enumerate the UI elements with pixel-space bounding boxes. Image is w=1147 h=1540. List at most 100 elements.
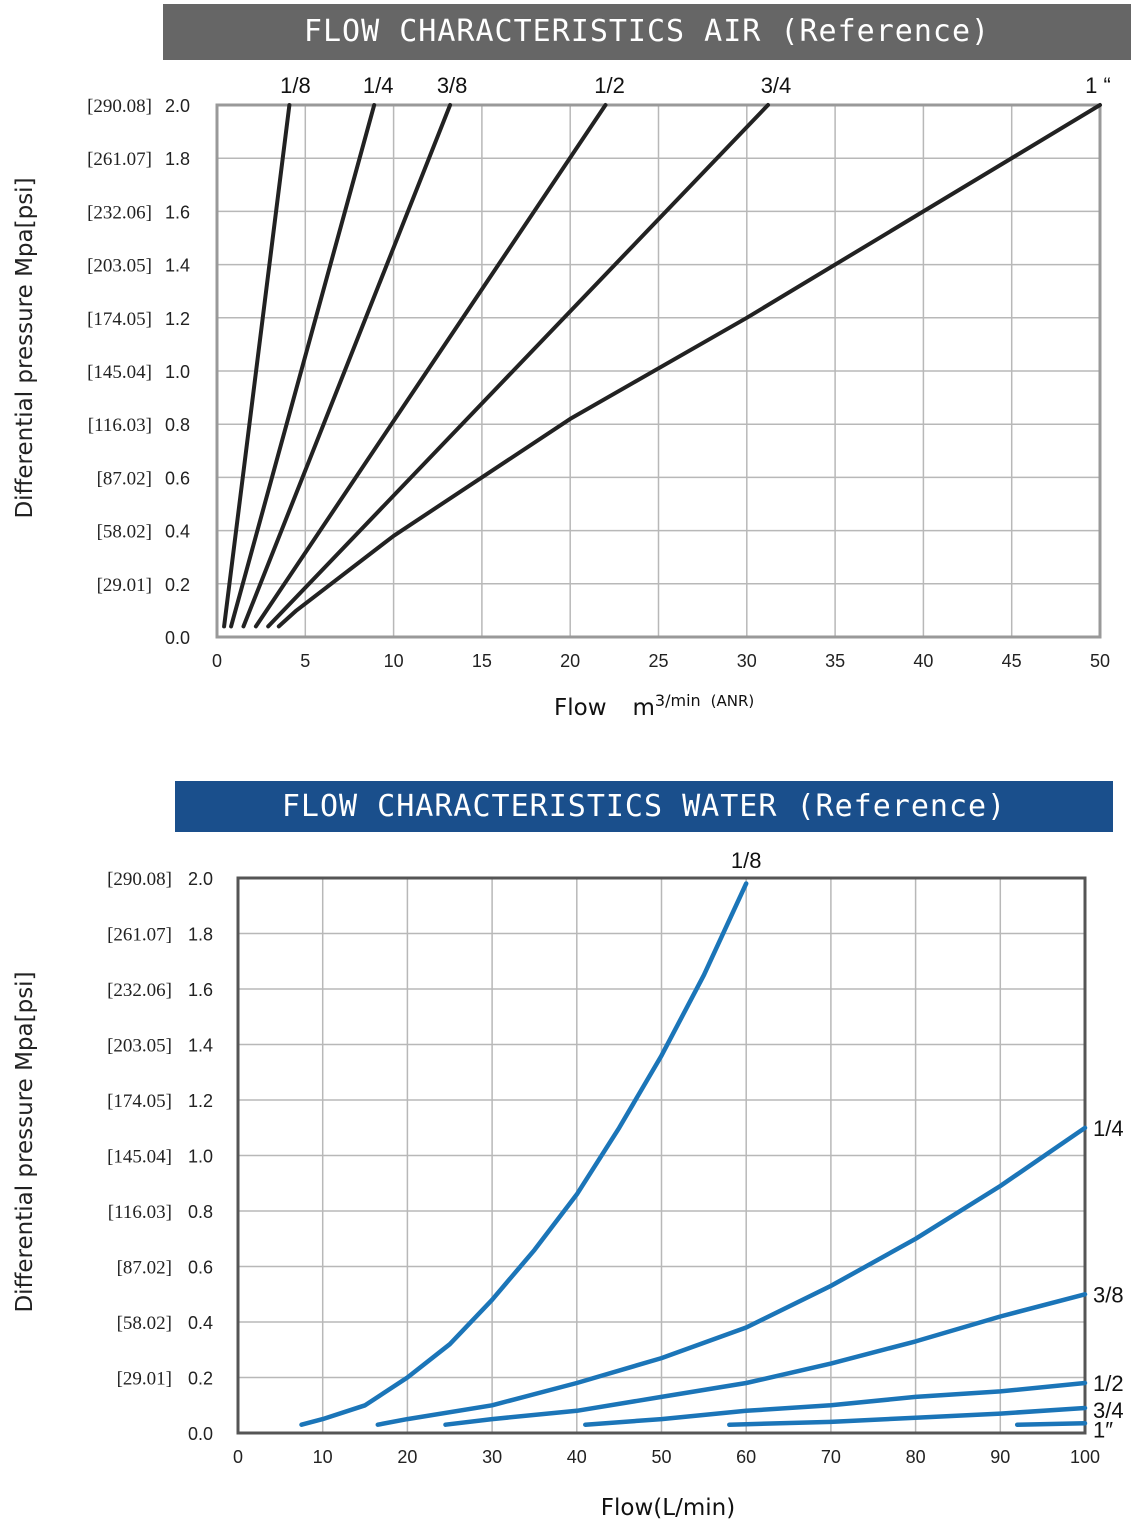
- series-label: 1/4: [1093, 1116, 1124, 1141]
- y-tick-label-psi: [203.05]: [107, 1036, 172, 1057]
- y-tick-label: 0.0: [165, 628, 190, 648]
- x-tick-label: 15: [472, 651, 492, 671]
- y-tick-label-psi: [203.05]: [87, 256, 152, 277]
- y-tick-label: 1.2: [188, 1091, 213, 1111]
- y-tick-label: 0.0: [188, 1424, 213, 1444]
- y-axis-title: Differential pressure Mpa[psi]: [12, 177, 38, 518]
- series-label: 1″: [1093, 1417, 1113, 1442]
- x-tick-label: 30: [737, 651, 757, 671]
- series-line-1-8: [222, 103, 292, 629]
- y-tick-label: 0.4: [165, 522, 190, 542]
- x-axis-unit-suffix: (ANR): [711, 692, 755, 710]
- y-axis-title: Differential pressure Mpa[psi]: [12, 971, 38, 1312]
- y-tick-label-psi: [116.03]: [108, 1202, 172, 1223]
- y-tick-label: 0.8: [188, 1202, 213, 1222]
- series-line-1-4: [375, 1125, 1088, 1427]
- x-tick-label: 25: [648, 651, 668, 671]
- y-tick-label-psi: [290.08]: [107, 869, 172, 890]
- x-tick-label: 20: [397, 1447, 417, 1467]
- y-tick-label-psi: [87.02]: [117, 1258, 172, 1279]
- water-chart: FLOW CHARACTERISTICS WATER (Reference) 0…: [0, 775, 1147, 1540]
- x-tick-label: 10: [313, 1447, 333, 1467]
- series-line-3-8: [241, 103, 453, 629]
- series-label: 3/8: [437, 73, 468, 98]
- series-label: 3/4: [1093, 1398, 1124, 1423]
- x-axis-unit-superscript: 3/min: [655, 691, 701, 710]
- y-tick-label-psi: [261.07]: [107, 925, 172, 946]
- series-label: 3/4: [761, 73, 792, 98]
- series-label: 3/8: [1093, 1282, 1124, 1307]
- y-tick-label-psi: [87.02]: [97, 468, 152, 489]
- x-axis-title-text: Flow: [554, 695, 607, 721]
- x-tick-label: 0: [212, 651, 222, 671]
- series-label: 1/2: [594, 73, 625, 98]
- series-label: 1/8: [731, 848, 762, 873]
- x-tick-label: 10: [384, 651, 404, 671]
- x-tick-label: 90: [990, 1447, 1010, 1467]
- x-tick-label: 50: [651, 1447, 671, 1467]
- x-tick-label: 50: [1090, 651, 1110, 671]
- x-tick-label: 40: [567, 1447, 587, 1467]
- series-line-1-2: [253, 103, 608, 629]
- x-tick-label: 40: [913, 651, 933, 671]
- y-tick-label: 0.6: [165, 468, 190, 488]
- y-tick-label: 1.6: [165, 202, 190, 222]
- x-axis-title: Flow m3/min (ANR): [554, 691, 754, 721]
- y-tick-label: 1.8: [165, 149, 190, 169]
- y-tick-label: 1.4: [165, 256, 190, 276]
- air-chart: FLOW CHARACTERISTICS AIR (Reference) 0 5 1…: [0, 0, 1147, 730]
- series-line-1-: [1014, 1421, 1088, 1427]
- series-label: 1/2: [1093, 1371, 1124, 1396]
- y-tick-label-psi: [145.04]: [107, 1147, 172, 1168]
- series-line-3-4: [266, 103, 770, 629]
- x-tick-label: 45: [1002, 651, 1022, 671]
- y-tick-label: 1.8: [188, 925, 213, 945]
- y-tick-label-psi: [290.08]: [87, 96, 152, 117]
- series-line-3-4: [727, 1405, 1088, 1427]
- y-tick-label-psi: [58.02]: [117, 1313, 172, 1334]
- x-axis-unit: m: [633, 695, 655, 721]
- water-chart-plot: 0 10 20 30 40 50 60 70 80 90 100 0.0 0.2 [29.01] 0.4 [5…: [12, 848, 1124, 1521]
- water-chart-title: FLOW CHARACTERISTICS WATER (Reference): [175, 781, 1113, 832]
- y-tick-label: 1.6: [188, 980, 213, 1000]
- series-line-1-8: [299, 881, 749, 1427]
- x-tick-label: 60: [736, 1447, 756, 1467]
- y-tick-label: 0.2: [165, 575, 190, 595]
- y-tick-label: 0.2: [188, 1369, 213, 1389]
- y-tick-label-psi: [232.06]: [87, 202, 152, 223]
- y-tick-label: 0.4: [188, 1313, 213, 1333]
- series-line-1--: [276, 103, 1102, 629]
- y-tick-label-psi: [261.07]: [87, 149, 152, 170]
- y-tick-label: 1.2: [165, 309, 190, 329]
- y-tick-label-psi: [232.06]: [107, 980, 172, 1001]
- series-label: 1/8: [280, 73, 311, 98]
- x-axis-title: Flow(L/min): [601, 1495, 735, 1521]
- y-tick-label: 1.0: [188, 1147, 213, 1167]
- series-line-1-2: [583, 1380, 1088, 1427]
- air-chart-plot: 0 5 10 15 20 25 30 35 40 45 50 0.0 0.2 [29.01] 0.4 [58.…: [12, 73, 1111, 721]
- plot-frame: [215, 103, 1102, 639]
- air-chart-title: FLOW CHARACTERISTICS AIR (Reference): [163, 4, 1131, 60]
- y-tick-label: 0.8: [165, 415, 190, 435]
- y-tick-label-psi: [58.02]: [97, 522, 152, 543]
- y-tick-label-psi: [145.04]: [87, 362, 152, 383]
- x-tick-label: 80: [906, 1447, 926, 1467]
- x-tick-label: 30: [482, 1447, 502, 1467]
- y-tick-label: 1.0: [165, 362, 190, 382]
- series-label: 1 “: [1085, 73, 1111, 98]
- y-tick-label-psi: [29.01]: [117, 1369, 172, 1390]
- y-tick-label-psi: [174.05]: [87, 309, 152, 330]
- y-tick-label-psi: [116.03]: [88, 415, 152, 436]
- x-tick-label: 100: [1070, 1447, 1100, 1467]
- plot-frame: [236, 876, 1087, 1435]
- y-tick-label: 2.0: [165, 96, 190, 116]
- series-line-3-8: [443, 1292, 1088, 1427]
- y-tick-label: 0.6: [188, 1258, 213, 1278]
- x-tick-label: 20: [560, 651, 580, 671]
- series-label: 1/4: [363, 73, 394, 98]
- x-tick-label: 0: [233, 1447, 243, 1467]
- series-line-1-4: [229, 103, 377, 629]
- y-tick-label-psi: [174.05]: [107, 1091, 172, 1112]
- x-tick-label: 70: [821, 1447, 841, 1467]
- y-tick-label: 2.0: [188, 869, 213, 889]
